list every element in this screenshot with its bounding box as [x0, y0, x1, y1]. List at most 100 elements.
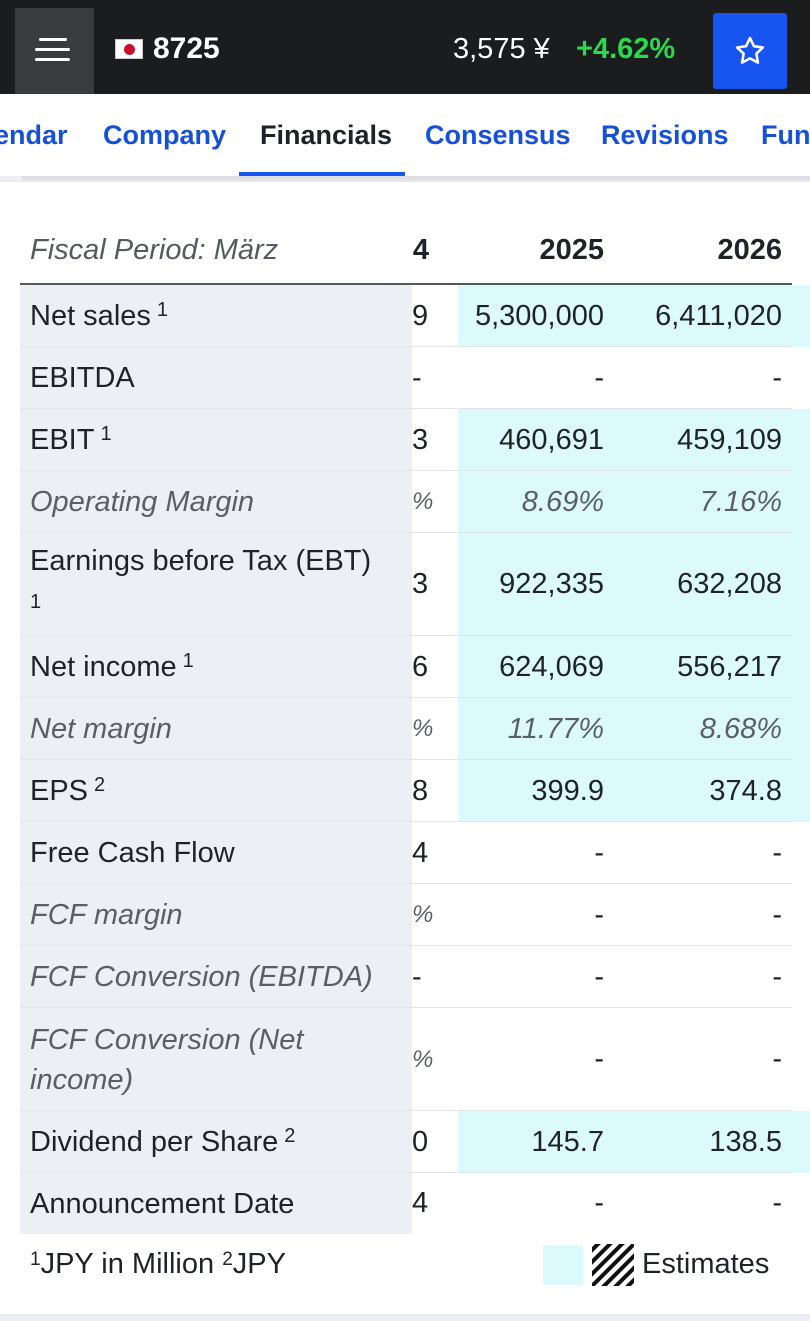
estimate-cell-bg: [458, 636, 810, 698]
menu-button[interactable]: [15, 8, 94, 94]
value-2025: -: [594, 960, 604, 993]
row-label: Operating Margin: [30, 486, 255, 518]
table-row: Announcement Date 4 - -: [20, 1173, 792, 1234]
table-row: Net sales 1 9 5,300,000 6,411,020: [20, 285, 810, 347]
menu-icon-line: [39, 38, 67, 41]
value-2025: -: [594, 898, 604, 931]
table-row: EBITDA - - -: [20, 347, 792, 409]
value-2026: -: [772, 361, 782, 394]
cut-value: 9: [412, 299, 429, 332]
top-bar: 8725 3,575 ¥ +4.62%: [0, 0, 810, 94]
row-label: Net income 1: [30, 650, 194, 683]
tab-consensus[interactable]: Consensus: [425, 120, 571, 150]
value-2025: 624,069: [499, 650, 604, 683]
estimate-cell-bg: [458, 698, 810, 760]
tabs-shadow: [22, 176, 810, 184]
row-label: FCF Conversion (Net income): [30, 1023, 304, 1096]
estimate-cell-bg: [458, 471, 810, 533]
japan-flag-icon: [115, 39, 143, 59]
value-2026: 8.68%: [699, 712, 782, 745]
value-2026: 6,411,020: [655, 299, 782, 332]
row-label: EBITDA: [30, 362, 135, 394]
row-label: Earnings before Tax (EBT) 1: [30, 545, 372, 613]
estimates-legend-label: Estimates: [642, 1248, 770, 1280]
year-header-cut: 4: [412, 234, 429, 266]
table-row: Dividend per Share 2 0 145.7 138.5: [20, 1111, 810, 1173]
cut-value: 4: [412, 836, 429, 869]
value-2025: 5,300,000: [474, 299, 604, 332]
table-row: Net margin % 11.77% 8.68%: [20, 698, 810, 760]
table-row: FCF margin % - -: [20, 884, 792, 946]
estimate-legend-swatch: [543, 1245, 583, 1285]
ticker-symbol: 8725: [153, 32, 220, 65]
fiscal-period-label: Fiscal Period: März: [30, 234, 279, 266]
favorite-button[interactable]: [713, 13, 787, 89]
estimate-cell-bg: [458, 1111, 810, 1173]
star-icon: [735, 36, 765, 64]
year-header-2026: 2026: [717, 234, 782, 266]
cut-value: -: [412, 960, 422, 993]
tab-financials[interactable]: Financials: [260, 120, 393, 150]
estimate-cell-bg: [458, 285, 810, 347]
estimate-cell-bg: [458, 760, 810, 822]
value-2026: 7.16%: [699, 485, 782, 518]
cut-value: 0: [412, 1125, 429, 1158]
table-row: EPS 2 8 399.9 374.8: [20, 760, 810, 822]
table-row: FCF Conversion (EBITDA) - - -: [20, 946, 792, 1008]
value-2026: -: [772, 836, 782, 869]
section-tabs: endar Company Financials Consensus Revis…: [0, 94, 810, 176]
estimate-cell-bg: [458, 409, 810, 471]
table-header-rule: [20, 283, 792, 285]
active-tab-indicator: [239, 172, 405, 176]
table-row: Free Cash Flow 4 - -: [20, 822, 792, 884]
row-label: FCF margin: [30, 899, 183, 931]
row-label: Net margin: [30, 713, 172, 745]
cut-value: 3: [412, 423, 429, 456]
cut-value: 8: [412, 774, 429, 807]
stock-price: 3,575 ¥: [453, 33, 550, 65]
value-2026: 459,109: [677, 423, 782, 456]
table-row: Net income 1 6 624,069 556,217: [20, 636, 810, 698]
value-2026: 138.5: [709, 1125, 782, 1158]
row-label: Net sales 1: [30, 299, 169, 332]
row-label: Dividend per Share 2: [30, 1125, 296, 1158]
price-change: +4.62%: [576, 33, 676, 65]
value-2025: -: [594, 361, 604, 394]
tab-calendar[interactable]: endar: [0, 120, 68, 150]
cut-value: 3: [412, 568, 429, 600]
value-2026: 556,217: [677, 650, 782, 683]
cut-value: %: [412, 901, 434, 928]
cut-value: 4: [412, 1187, 429, 1219]
value-2025: 8.69%: [521, 485, 604, 518]
value-2026: -: [772, 1187, 782, 1219]
value-2025: 11.77%: [507, 712, 604, 745]
tab-revisions[interactable]: Revisions: [601, 120, 729, 150]
value-2026: -: [772, 898, 782, 931]
year-header-2025: 2025: [539, 234, 604, 266]
value-2025: 460,691: [499, 423, 604, 456]
value-2025: 145.7: [531, 1125, 604, 1158]
table-row: FCF Conversion (Net income) % - -: [20, 1008, 792, 1111]
tab-company[interactable]: Company: [103, 120, 227, 150]
value-2026: 374.8: [709, 774, 782, 807]
cut-value: %: [412, 715, 434, 742]
table-row: Operating Margin % 8.69% 7.16%: [20, 471, 810, 533]
value-2025: 399.9: [531, 774, 604, 807]
row-label: Free Cash Flow: [30, 837, 235, 869]
row-label: Announcement Date: [30, 1187, 295, 1220]
cut-value: %: [412, 488, 434, 515]
value-2025: -: [594, 1043, 604, 1075]
menu-icon-line: [35, 58, 70, 61]
table-row: Earnings before Tax (EBT) 1 3 922,335 632…: [20, 533, 810, 636]
tab-fundamentals[interactable]: Fun: [761, 120, 810, 150]
row-label: EBIT 1: [30, 423, 112, 456]
value-2026: -: [772, 1043, 782, 1075]
cut-value: -: [412, 361, 422, 394]
cut-value: 6: [412, 650, 429, 683]
table-row: EBIT 1 3 460,691 459,109: [20, 409, 810, 471]
row-label: EPS 2: [30, 774, 106, 807]
value-2026: -: [772, 960, 782, 993]
value-2026: 632,208: [677, 568, 782, 600]
cut-value: %: [412, 1045, 434, 1073]
value-2025: -: [594, 836, 604, 869]
